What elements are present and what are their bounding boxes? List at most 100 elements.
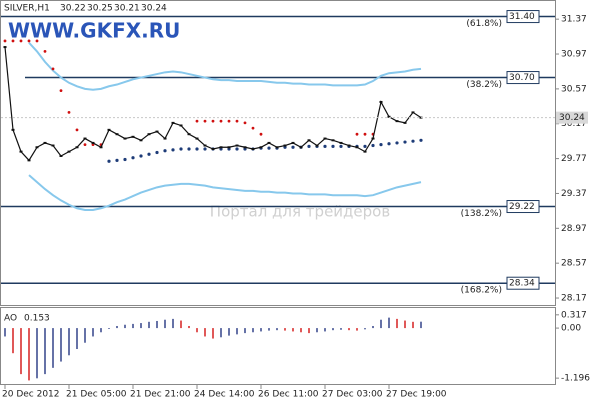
symbol-title: SILVER,H1	[4, 4, 50, 14]
x-tick-label: 21 Dec 05:00	[66, 390, 127, 400]
last-price-label: 30.24	[559, 113, 585, 123]
ao-bar	[124, 324, 126, 329]
ma-dot	[171, 148, 175, 152]
ao-bar	[100, 328, 102, 333]
price-bar	[19, 150, 23, 153]
price-bar	[107, 128, 111, 131]
ao-bar	[276, 328, 278, 331]
y-tick-label: 28.97	[561, 224, 587, 234]
ao-bar	[12, 328, 14, 354]
watermark: WWW.GKFX.RU	[8, 19, 180, 43]
price-bar	[91, 141, 95, 144]
price-bar	[35, 146, 39, 149]
ao-bar	[20, 328, 22, 375]
price-bar	[299, 146, 303, 149]
ao-bar	[92, 328, 94, 337]
ma-dot	[267, 146, 271, 150]
last-price-box	[556, 111, 588, 124]
price-bar	[219, 146, 223, 149]
x-tick-label: 24 Dec 14:00	[194, 390, 255, 400]
level-box	[506, 71, 540, 85]
price-bar	[59, 154, 63, 157]
sar-dot	[259, 132, 263, 136]
ma-dot	[123, 157, 127, 162]
ma-dot	[339, 144, 343, 148]
ma-dot	[387, 142, 391, 146]
ma-dot	[371, 143, 375, 148]
price-bar	[347, 144, 351, 147]
ao-y-tick-label: -1.196	[561, 374, 590, 384]
price-bar	[251, 148, 255, 151]
y-tick-label: 30.57	[561, 84, 587, 94]
y-tick-label: 28.57	[561, 259, 587, 269]
watermark-ru: Портал для трейдеров	[210, 203, 390, 221]
price-bar	[179, 124, 183, 127]
price-bar	[187, 133, 191, 136]
ma-dot	[323, 144, 327, 148]
price-bar	[339, 141, 343, 144]
ao-bar	[212, 328, 214, 339]
ao-last: 0.153	[24, 314, 50, 324]
sar-dot	[11, 39, 15, 43]
ma-dot	[163, 149, 167, 153]
ao-y-tick-label: 0.00	[561, 324, 581, 334]
ma-dot	[203, 147, 207, 151]
ao-bar	[284, 328, 286, 331]
ao-bar	[420, 321, 422, 329]
ao-bar	[44, 328, 46, 375]
y-tick-label: 29.37	[561, 189, 587, 199]
price-bar	[355, 146, 359, 149]
price-bar	[67, 150, 71, 153]
ma-dot	[363, 144, 367, 148]
level-box	[506, 276, 540, 290]
ao-y-tick-label: 0.317	[561, 310, 587, 320]
sar-dot	[59, 89, 63, 93]
price-bar	[387, 115, 391, 118]
price-bar	[163, 137, 167, 140]
level-box	[506, 200, 540, 214]
sar-dot	[243, 121, 247, 125]
ma-dot	[331, 144, 335, 148]
ao-bar	[412, 321, 414, 329]
price-bar	[155, 130, 159, 133]
price-bar	[371, 137, 375, 140]
band-line	[28, 174, 422, 212]
sar-dot	[195, 119, 199, 123]
ao-bar	[388, 317, 390, 329]
ao-bar	[28, 328, 30, 381]
ao-bar	[380, 319, 382, 329]
ao-bar	[300, 328, 302, 333]
price-bar	[323, 137, 327, 140]
price-bar	[195, 137, 199, 140]
ao-bar	[196, 328, 198, 333]
sar-dot	[67, 111, 71, 114]
ao-bar	[228, 328, 230, 336]
ao-bar	[340, 328, 342, 330]
x-tick-label: 20 Dec 2012	[2, 390, 60, 400]
level-ratio: (61.8%)	[466, 19, 502, 29]
ao-bar	[316, 328, 318, 333]
sar-dot	[355, 132, 359, 136]
ao-bar	[244, 328, 246, 334]
ma-dot	[115, 158, 119, 162]
level-ratio: (38.2%)	[466, 80, 502, 90]
sar-dot	[83, 143, 87, 147]
price-panel	[0, 0, 556, 306]
sar-dot	[19, 39, 23, 43]
ao-bar	[372, 325, 374, 329]
ao-bar	[132, 323, 134, 329]
ao-bar	[164, 319, 166, 329]
ma-dot	[107, 159, 111, 163]
price-bar	[123, 137, 127, 140]
ma-dot	[419, 138, 423, 142]
ma-dot	[131, 156, 135, 160]
level-ratio: (168.2%)	[461, 286, 502, 296]
price-bar	[203, 144, 207, 147]
band-line	[28, 42, 422, 91]
ma-dot	[179, 147, 183, 151]
ohlc-value: 30.22	[60, 4, 86, 14]
y-tick-label: 31.37	[561, 15, 587, 25]
ao-bar	[84, 328, 86, 343]
price-bar	[403, 121, 407, 124]
